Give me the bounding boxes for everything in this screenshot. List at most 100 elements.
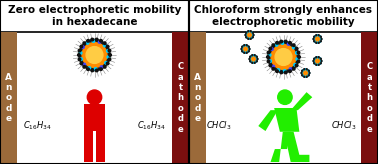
Polygon shape	[271, 132, 291, 162]
Circle shape	[305, 69, 306, 70]
Circle shape	[88, 67, 91, 69]
Circle shape	[305, 76, 306, 77]
Circle shape	[269, 60, 271, 62]
Text: $C_{16}H_{34}$: $C_{16}H_{34}$	[23, 120, 53, 132]
Circle shape	[277, 69, 280, 71]
Circle shape	[281, 42, 284, 44]
Circle shape	[248, 46, 249, 47]
Circle shape	[252, 62, 253, 63]
FancyBboxPatch shape	[361, 32, 378, 164]
Circle shape	[287, 43, 290, 45]
FancyBboxPatch shape	[0, 32, 17, 164]
Circle shape	[267, 60, 270, 63]
Circle shape	[248, 31, 249, 32]
FancyBboxPatch shape	[96, 131, 105, 162]
Circle shape	[293, 68, 295, 70]
Circle shape	[104, 44, 106, 47]
Circle shape	[306, 69, 307, 70]
Circle shape	[295, 64, 298, 67]
Circle shape	[314, 58, 321, 64]
Circle shape	[86, 47, 103, 63]
Circle shape	[95, 69, 98, 72]
Circle shape	[302, 75, 304, 76]
Circle shape	[91, 69, 94, 72]
Circle shape	[77, 54, 80, 56]
Circle shape	[317, 64, 318, 65]
Circle shape	[269, 47, 272, 50]
Circle shape	[304, 76, 305, 77]
Circle shape	[318, 64, 319, 65]
FancyBboxPatch shape	[84, 104, 105, 131]
Circle shape	[317, 42, 318, 43]
Circle shape	[250, 31, 251, 32]
FancyBboxPatch shape	[0, 0, 189, 32]
Circle shape	[253, 34, 254, 35]
FancyBboxPatch shape	[84, 131, 93, 162]
Circle shape	[319, 63, 321, 64]
Circle shape	[79, 52, 82, 54]
Circle shape	[94, 68, 97, 70]
Circle shape	[83, 65, 85, 68]
Circle shape	[298, 56, 301, 58]
Circle shape	[95, 38, 98, 41]
Circle shape	[272, 44, 274, 47]
Circle shape	[253, 55, 254, 56]
Circle shape	[83, 63, 85, 66]
Circle shape	[107, 50, 109, 52]
Text: Zero electrophoretic mobility
in hexadecane: Zero electrophoretic mobility in hexadec…	[8, 5, 181, 27]
Circle shape	[316, 35, 317, 36]
Polygon shape	[274, 108, 299, 132]
Circle shape	[78, 58, 81, 61]
Circle shape	[319, 41, 321, 42]
Circle shape	[314, 41, 315, 42]
Circle shape	[108, 49, 111, 52]
Circle shape	[253, 62, 254, 63]
Circle shape	[301, 72, 302, 73]
Circle shape	[319, 58, 321, 59]
Circle shape	[320, 63, 321, 64]
Circle shape	[297, 60, 300, 63]
Circle shape	[104, 65, 106, 68]
Circle shape	[250, 56, 251, 57]
Circle shape	[250, 38, 251, 39]
Text: A
n
o
d
e: A n o d e	[194, 73, 201, 123]
Circle shape	[256, 56, 257, 57]
Circle shape	[303, 70, 308, 76]
Circle shape	[246, 32, 253, 38]
Circle shape	[301, 72, 302, 73]
Circle shape	[304, 69, 305, 70]
Circle shape	[272, 65, 274, 68]
Circle shape	[314, 63, 316, 64]
Circle shape	[321, 61, 322, 62]
Circle shape	[302, 75, 303, 76]
Circle shape	[308, 72, 310, 73]
Circle shape	[306, 76, 307, 77]
Circle shape	[106, 62, 109, 65]
FancyBboxPatch shape	[172, 32, 189, 164]
Circle shape	[87, 68, 89, 71]
Circle shape	[284, 71, 287, 74]
Circle shape	[246, 45, 247, 46]
Circle shape	[296, 51, 298, 54]
Circle shape	[248, 51, 249, 52]
Circle shape	[318, 35, 319, 36]
Circle shape	[269, 64, 272, 67]
Text: C
a
t
h
o
d
e: C a t h o d e	[177, 62, 184, 134]
Circle shape	[104, 42, 106, 44]
Circle shape	[256, 61, 257, 62]
Circle shape	[246, 37, 248, 38]
Circle shape	[246, 37, 247, 38]
Circle shape	[284, 40, 287, 43]
Circle shape	[245, 45, 246, 46]
Circle shape	[80, 62, 83, 65]
FancyBboxPatch shape	[189, 0, 378, 32]
Circle shape	[246, 32, 247, 33]
Circle shape	[78, 49, 81, 52]
Circle shape	[295, 47, 298, 50]
Circle shape	[289, 68, 292, 70]
Circle shape	[98, 41, 101, 43]
Circle shape	[100, 68, 102, 71]
Text: C
a
t
h
o
d
e: C a t h o d e	[366, 62, 373, 134]
Circle shape	[248, 46, 249, 47]
Circle shape	[252, 32, 253, 33]
